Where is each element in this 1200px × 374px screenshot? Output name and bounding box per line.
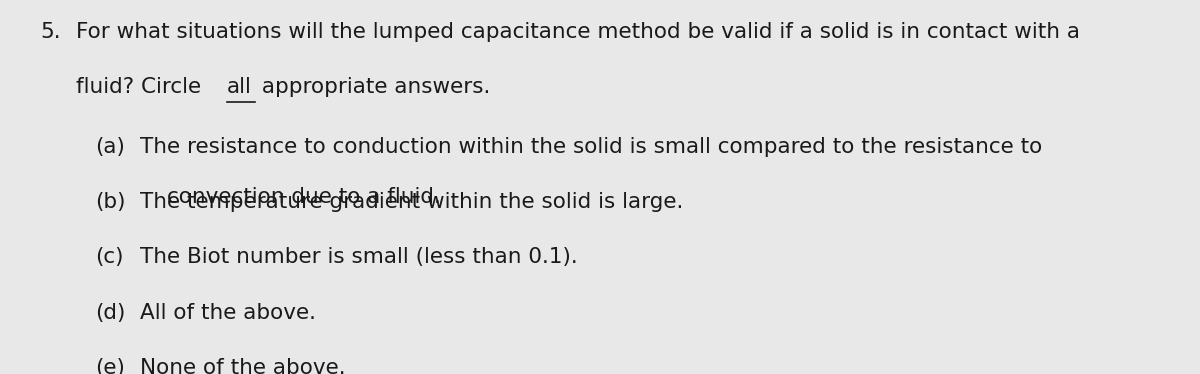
Text: convection due to a fluid.: convection due to a fluid. (167, 187, 442, 207)
Text: For what situations will the lumped capacitance method be valid if a solid is in: For what situations will the lumped capa… (77, 22, 1080, 42)
Text: (d): (d) (95, 303, 126, 322)
Text: All of the above.: All of the above. (139, 303, 316, 322)
Text: The resistance to conduction within the solid is small compared to the resistanc: The resistance to conduction within the … (139, 137, 1042, 157)
Text: 5.: 5. (41, 22, 61, 42)
Text: appropriate answers.: appropriate answers. (254, 77, 491, 97)
Text: None of the above.: None of the above. (139, 358, 346, 374)
Text: (a): (a) (95, 137, 125, 157)
Text: (e): (e) (95, 358, 125, 374)
Text: (b): (b) (95, 192, 126, 212)
Text: The Biot number is small (less than 0.1).: The Biot number is small (less than 0.1)… (139, 247, 577, 267)
Text: all: all (227, 77, 252, 97)
Text: The temperature gradient within the solid is large.: The temperature gradient within the soli… (139, 192, 683, 212)
Text: fluid? Circle: fluid? Circle (77, 77, 209, 97)
Text: (c): (c) (95, 247, 124, 267)
Text: fluid? Circle: fluid? Circle (77, 77, 209, 97)
